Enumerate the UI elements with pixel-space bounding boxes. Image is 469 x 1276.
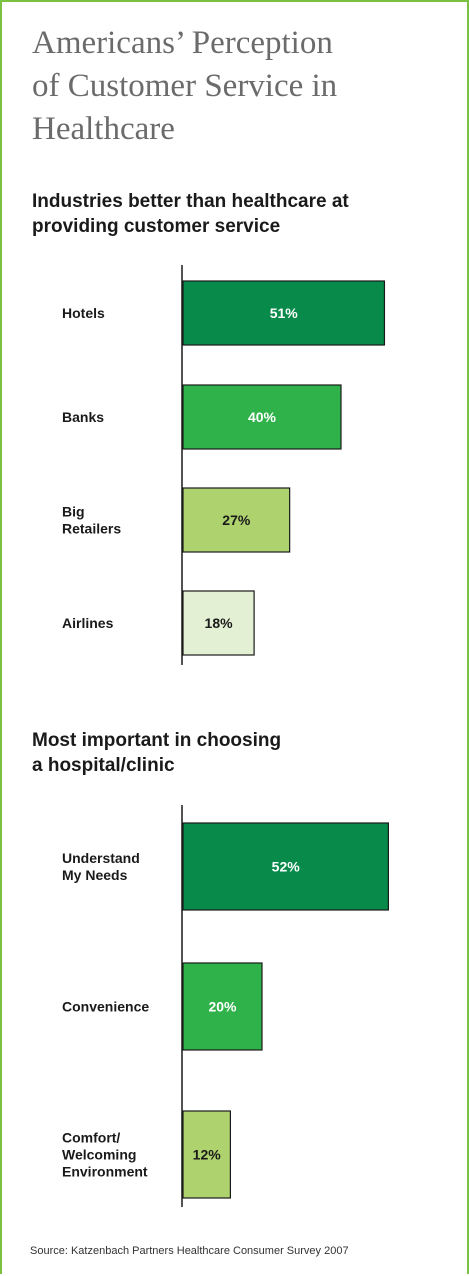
chart-1-bar-3 (182, 590, 255, 656)
chart-1-category-label-1: Banks (62, 409, 104, 425)
chart-1-title-line-1: Industries better than healthcare at (32, 191, 349, 212)
chart-1-category-label-3: Airlines (62, 615, 114, 631)
main-title: Americans’ Perception of Customer Servic… (32, 22, 452, 151)
main-title-line-2: of Customer Service in (32, 68, 338, 104)
chart-1-industries: 51% Hotels 40% Banks 27% Big Retailers 18% Airli… (62, 265, 386, 665)
source-note: Source: Katzenbach Partners Healthcare C… (30, 1245, 349, 1257)
chart-1-value-label-0: 51% (270, 305, 299, 321)
chart-2-value-label-2: 12% (193, 1147, 222, 1163)
chart-2-category-label-1: Convenience (62, 999, 149, 1015)
chart-1-bar-0 (182, 280, 386, 346)
chart-2-category-label-2: Comfort/Welcoming Environment (62, 1130, 148, 1180)
chart-2-value-label-1: 20% (208, 999, 237, 1015)
chart-1-value-label-3: 18% (205, 615, 234, 631)
chart-2-bar-1 (182, 962, 263, 1051)
chart-2-bar-2 (182, 1110, 232, 1199)
chart-1-title-line-2: providing customer service (32, 216, 281, 237)
chart-1-value-label-1: 40% (248, 409, 277, 425)
chart-2-value-label-0: 52% (272, 859, 301, 875)
chart-2-category-label-0: Understand My Needs (62, 850, 140, 883)
main-title-line-3: Healthcare (32, 111, 175, 147)
chart-2-title-line-2: a hospital/clinic (32, 755, 175, 776)
chart-1-title: Industries better than healthcare at pro… (32, 189, 452, 239)
chart-2-title: Most important in choosing a hospital/cl… (32, 728, 452, 778)
chart-2-hospital-choice: 52% Understand My Needs 20% Convenience 12% Co… (62, 805, 389, 1207)
chart-1-category-label-2: Big Retailers (62, 504, 121, 537)
chart-1-bar-2 (182, 487, 291, 553)
chart-1-category-label-0: Hotels (62, 305, 105, 321)
main-title-line-1: Americans’ Perception (32, 25, 333, 61)
chart-2-title-line-1: Most important in choosing (32, 730, 282, 751)
chart-2-bar-0 (182, 822, 389, 911)
chart-1-value-label-2: 27% (222, 512, 251, 528)
chart-1-bar-1 (182, 384, 342, 450)
